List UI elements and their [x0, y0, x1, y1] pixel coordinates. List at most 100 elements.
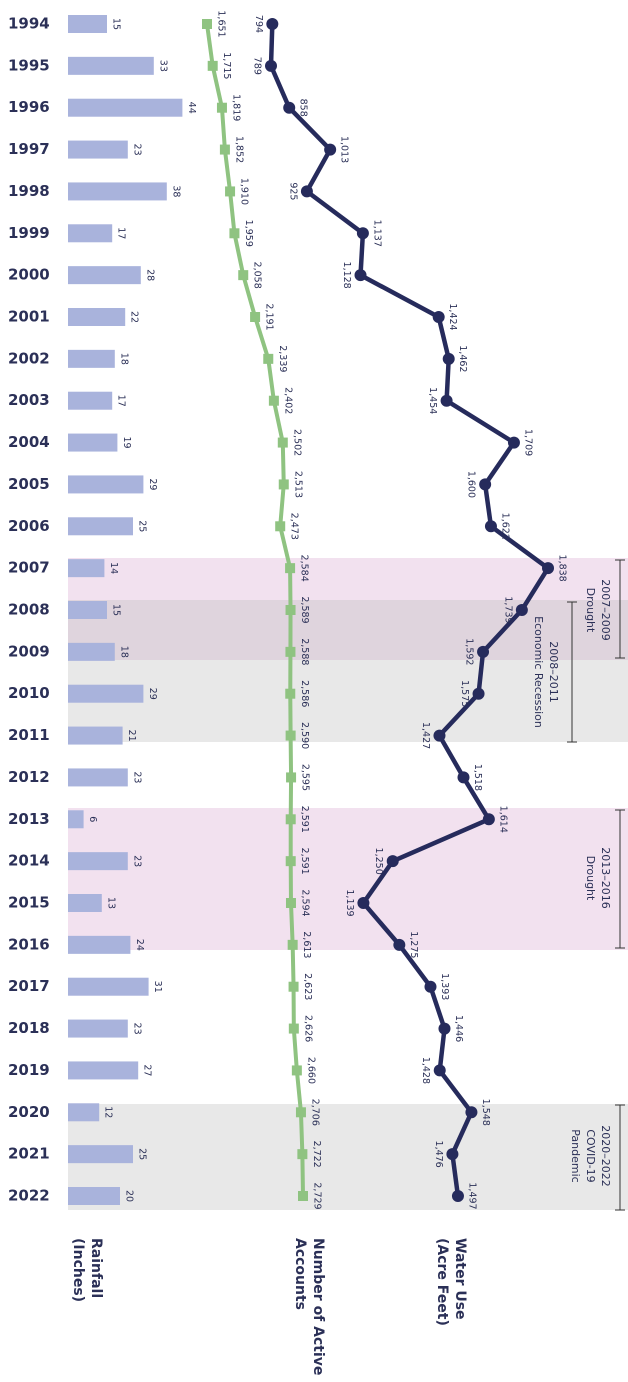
- marker: [266, 18, 279, 30]
- data-label: 2,588: [299, 638, 310, 665]
- data-label: 2,586: [299, 680, 310, 707]
- bar: [68, 224, 113, 243]
- annotation-text: Pandemic: [569, 1129, 582, 1182]
- data-label: 1,128: [341, 262, 352, 289]
- marker: [285, 646, 296, 657]
- data-label: 1,393: [439, 973, 450, 1000]
- year-label: 2001: [8, 308, 50, 326]
- marker: [283, 101, 296, 114]
- data-label: 12: [103, 1106, 114, 1118]
- legend-label: Rainfall: [88, 1238, 104, 1298]
- data-label: 20: [124, 1190, 135, 1202]
- bar: [68, 642, 115, 661]
- data-label: 15: [111, 604, 122, 616]
- data-label: 2,473: [289, 513, 300, 540]
- data-label: 1,548: [480, 1099, 491, 1126]
- bar: [68, 684, 144, 703]
- year-label: 2009: [8, 642, 50, 660]
- data-label: 13: [105, 897, 116, 909]
- marker: [433, 1064, 446, 1077]
- band-drought-1: [68, 558, 628, 660]
- marker: [288, 981, 299, 992]
- data-label: 1,592: [464, 638, 475, 665]
- marker: [477, 645, 490, 658]
- data-label: 22: [129, 311, 140, 323]
- annotation-text: COVID-19: [584, 1129, 597, 1182]
- bar: [68, 810, 84, 829]
- bar: [68, 517, 133, 536]
- data-label: 2,191: [264, 303, 275, 330]
- marker: [465, 1106, 478, 1119]
- marker: [219, 144, 230, 155]
- marker: [433, 729, 446, 742]
- year-label: 2003: [8, 391, 50, 409]
- marker: [207, 60, 218, 71]
- year-label: 1994: [8, 15, 50, 33]
- bar: [68, 475, 144, 494]
- year-label: 2005: [8, 475, 50, 493]
- marker: [300, 185, 313, 198]
- bar: [68, 1019, 128, 1038]
- data-label: 2,591: [299, 806, 310, 833]
- marker: [457, 771, 470, 784]
- bar: [68, 852, 128, 871]
- marker: [229, 228, 240, 239]
- data-label: 23: [131, 144, 142, 156]
- data-label: 1,476: [433, 1141, 444, 1168]
- data-label: 2,584: [299, 555, 310, 582]
- data-label: 1,959: [243, 220, 254, 247]
- bar: [68, 1061, 139, 1080]
- band-drought-2: [68, 808, 628, 950]
- data-label: 1,275: [408, 931, 419, 958]
- marker: [484, 520, 497, 533]
- data-label: 1,427: [420, 722, 431, 749]
- data-label: 1,462: [457, 345, 468, 372]
- data-label: 1,739: [502, 596, 513, 623]
- marker: [285, 814, 296, 825]
- annotation-text: Economic Recession: [532, 616, 545, 728]
- marker: [268, 395, 279, 406]
- legend-label: Number of Active: [310, 1238, 326, 1375]
- data-label: 24: [134, 939, 145, 951]
- data-label: 2,339: [277, 345, 288, 372]
- data-label: 794: [253, 15, 264, 33]
- marker: [472, 687, 485, 700]
- annotation-years: 2020–2022: [599, 1125, 612, 1187]
- marker: [263, 353, 274, 364]
- data-label: 25: [137, 1148, 148, 1160]
- marker: [354, 269, 367, 282]
- marker: [298, 1191, 308, 1201]
- marker: [285, 856, 296, 867]
- marker: [238, 270, 249, 281]
- bar: [68, 140, 128, 159]
- marker: [446, 1148, 459, 1161]
- data-label: 1,013: [339, 136, 350, 163]
- data-label: 21: [126, 730, 137, 742]
- year-label: 2012: [8, 768, 50, 786]
- marker: [479, 478, 492, 491]
- marker: [507, 436, 520, 449]
- annotation-text: Drought: [584, 856, 597, 901]
- data-label: 2,058: [252, 262, 263, 289]
- data-label: 2,660: [305, 1057, 316, 1084]
- marker: [424, 980, 437, 993]
- data-label: 2,729: [312, 1182, 323, 1209]
- marker: [225, 186, 236, 197]
- data-label: 1,497: [466, 1182, 477, 1209]
- annotation-years: 2007–2009: [599, 579, 612, 641]
- data-label: 38: [170, 185, 181, 197]
- data-label: 1,454: [427, 387, 438, 414]
- year-label: 1999: [8, 224, 50, 242]
- year-label: 2020: [8, 1103, 50, 1121]
- year-label: 2004: [8, 433, 50, 451]
- marker: [285, 605, 296, 615]
- data-label: 789: [252, 57, 263, 75]
- year-label: 2022: [8, 1187, 50, 1205]
- data-label: 23: [131, 1023, 142, 1035]
- year-label: 2002: [8, 349, 50, 367]
- data-label: 2,589: [299, 596, 310, 623]
- marker: [438, 1022, 451, 1035]
- data-label: 1,575: [459, 680, 470, 707]
- data-label: 19: [121, 437, 132, 449]
